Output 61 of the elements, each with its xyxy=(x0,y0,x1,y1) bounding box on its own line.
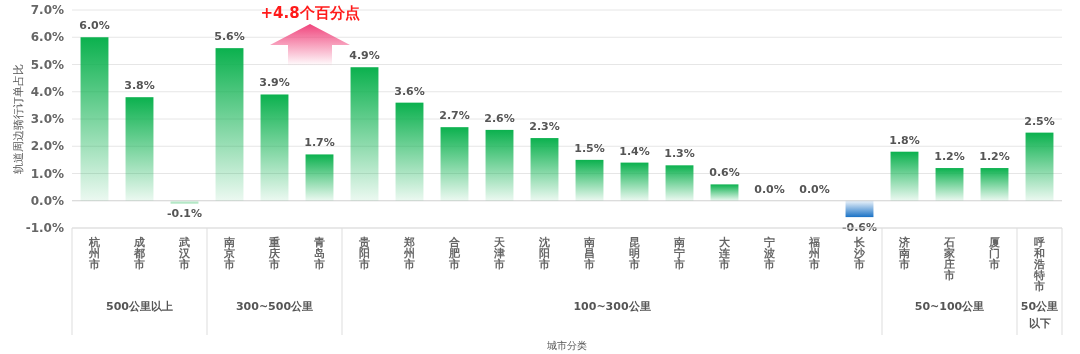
text: 500公里以上 xyxy=(106,300,173,313)
y-tick-label: 3.0% xyxy=(30,112,64,126)
y-tick-label: 1.0% xyxy=(30,166,64,181)
x-tick-label: 昆明市 xyxy=(628,236,640,271)
data-label: -0.6% xyxy=(841,221,878,235)
data-label: 2.5% xyxy=(1024,114,1055,128)
data-label: 2.7% xyxy=(439,109,470,123)
x-tick-label: 贵阳市 xyxy=(358,236,370,271)
x-tick-label: 大连市 xyxy=(718,236,731,271)
x-tick-label: 杭州市 xyxy=(88,236,100,271)
data-label: 2.3% xyxy=(529,120,560,134)
data-label: 3.8% xyxy=(124,79,155,93)
text: 50公里以下 xyxy=(1020,300,1059,330)
x-tick-label: 福州市 xyxy=(808,236,820,271)
x-tick-label: 天津市 xyxy=(493,236,506,271)
text: 50~100公里 xyxy=(914,300,985,313)
data-label: -0.1% xyxy=(166,207,203,221)
x-tick-label: 济南市 xyxy=(898,236,910,271)
y-axis-title: 轨道周边骑行订单占比 xyxy=(12,64,25,174)
x-tick-label: 沈阳市 xyxy=(538,236,550,271)
x-tick-label: 南宁市 xyxy=(673,236,685,271)
text: 300~500公里 xyxy=(235,300,314,313)
data-label: 3.6% xyxy=(394,84,425,98)
x-tick-label: 成都市 xyxy=(133,236,145,271)
data-label: 0.6% xyxy=(709,166,740,180)
x-tick-label: 武汉市 xyxy=(178,236,191,271)
y-tick-label: 4.0% xyxy=(30,84,64,99)
data-label: 0.0% xyxy=(754,182,785,196)
data-label: 3.9% xyxy=(259,76,290,90)
data-label: 1.5% xyxy=(574,141,605,155)
data-label: 1.4% xyxy=(619,144,650,158)
x-tick-label: 宁波市 xyxy=(763,236,776,271)
data-label: 6.0% xyxy=(79,19,110,33)
y-tick-label: 7.0% xyxy=(30,3,64,17)
x-tick-label: 石家庄市 xyxy=(943,236,955,282)
x-tick-label: 呼和浩特市 xyxy=(1033,236,1045,293)
x-tick-label: 厦门市 xyxy=(988,236,1000,271)
data-label: 2.6% xyxy=(484,111,515,125)
y-tick-label: 0.0% xyxy=(30,193,64,208)
x-tick-label: 长沙市 xyxy=(853,236,866,271)
data-label: 1.2% xyxy=(979,150,1010,164)
data-label: 0.0% xyxy=(799,182,830,196)
x-tick-label: 合肥市 xyxy=(448,236,461,271)
data-label: 1.3% xyxy=(664,147,695,161)
x-tick-label: 重庆市 xyxy=(268,236,280,271)
y-tick-label: 5.0% xyxy=(30,57,64,72)
data-label: 5.6% xyxy=(214,30,245,44)
text: 100~300公里 xyxy=(573,300,651,313)
y-tick-label: 6.0% xyxy=(30,30,64,45)
x-tick-label: 青岛市 xyxy=(313,236,325,271)
data-label: 1.8% xyxy=(889,133,920,147)
data-label: 1.7% xyxy=(304,136,335,150)
x-tick-label: 南京市 xyxy=(223,236,235,271)
annotation: +4.8个百分点 xyxy=(260,4,360,22)
y-tick-label: 2.0% xyxy=(30,139,64,154)
y-tick-label: -1.0% xyxy=(25,221,64,235)
data-label: 1.2% xyxy=(934,150,965,164)
x-axis-title: 城市分类 xyxy=(546,340,587,351)
data-label: 4.9% xyxy=(349,49,380,63)
x-tick-label: 郑州市 xyxy=(403,236,415,271)
x-tick-label: 南昌市 xyxy=(583,236,595,271)
